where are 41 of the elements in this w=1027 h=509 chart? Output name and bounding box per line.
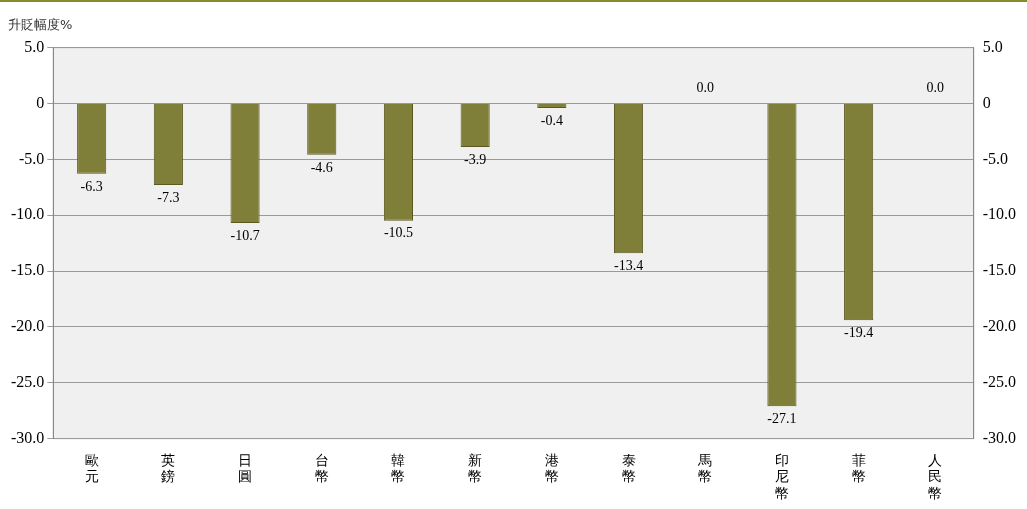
data-label: -10.7 xyxy=(230,227,260,243)
y2-tick-label: -15.0 xyxy=(982,261,1016,279)
data-label: -10.5 xyxy=(383,225,414,241)
y2-tick-label: -5.0 xyxy=(982,149,1008,167)
y2-tick-label: -25.0 xyxy=(982,372,1016,390)
y-tick-label: -5.0 xyxy=(19,149,45,167)
data-label: 0.0 xyxy=(926,80,945,96)
data-label: -7.3 xyxy=(157,189,180,205)
y2-tick-label: -20.0 xyxy=(982,317,1016,335)
x-tick-label: 人民幣 xyxy=(928,451,943,502)
data-label: -13.4 xyxy=(613,257,644,273)
x-tick-label: 新幣 xyxy=(468,451,483,485)
x-tick-label: 台幣 xyxy=(314,451,329,485)
x-tick-label: 歐元 xyxy=(84,451,99,485)
y-tick-label: -25.0 xyxy=(11,372,45,390)
data-label: -6.3 xyxy=(80,178,103,194)
data-label: -3.9 xyxy=(464,151,487,167)
x-tick-label: 印尼幣 xyxy=(774,451,789,502)
y-tick-label: -20.0 xyxy=(11,317,45,335)
data-label: -27.1 xyxy=(767,410,797,426)
y-tick-label: 5.0 xyxy=(24,37,45,55)
y-tick-label: -10.0 xyxy=(11,205,45,223)
y2-tick-label: -10.0 xyxy=(982,205,1016,223)
chart-title: 升貶幅度% xyxy=(8,17,73,33)
y-tick-label: -15.0 xyxy=(11,261,45,279)
y-tick-label: 0 xyxy=(36,93,45,111)
data-label: -0.4 xyxy=(540,112,563,128)
x-tick-label: 泰幣 xyxy=(621,451,636,485)
y-tick-label: -30.0 xyxy=(11,428,45,446)
y2-tick-label: 5.0 xyxy=(982,37,1003,55)
x-tick-label: 日圓 xyxy=(238,451,253,485)
x-tick-label: 韓幣 xyxy=(391,451,406,485)
data-label: -19.4 xyxy=(844,324,874,340)
y2-tick-label: -30.0 xyxy=(982,428,1016,446)
y2-tick-label: 0 xyxy=(982,93,991,111)
x-tick-label: 菲幣 xyxy=(851,451,866,485)
data-label: -4.6 xyxy=(310,159,333,175)
data-label: 0.0 xyxy=(696,80,714,96)
x-tick-label: 港幣 xyxy=(544,451,559,485)
x-tick-label: 馬幣 xyxy=(697,451,713,485)
x-tick-label: 英鎊 xyxy=(161,451,176,485)
